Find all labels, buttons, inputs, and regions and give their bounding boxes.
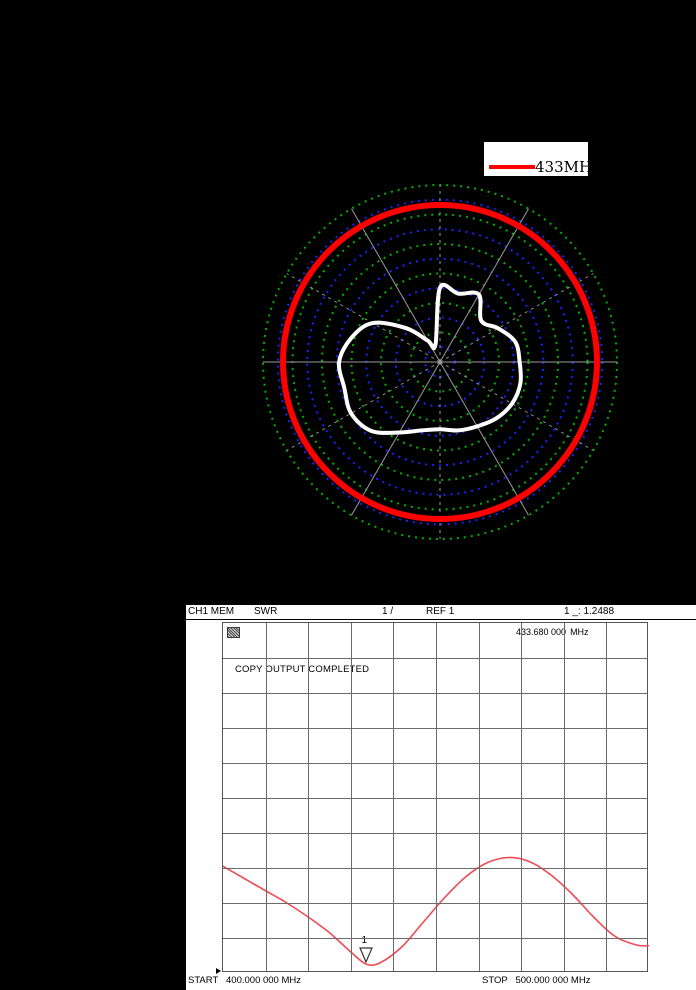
sweep-start-value: 400.000 000 MHz [226, 975, 302, 986]
graticule-vertical-line [393, 623, 394, 971]
graticule-vertical-line [564, 623, 565, 971]
vna-display-panel: CH1 MEM SWR 1 / REF 1 1 _: 1.2488 COPY O… [186, 605, 696, 990]
graticule-vertical-line [266, 623, 267, 971]
vna-header-bar: CH1 MEM SWR 1 / REF 1 1 _: 1.2488 [186, 605, 696, 620]
vna-scale-per-div-label: 1 / [382, 606, 394, 617]
graticule-vertical-line [521, 623, 522, 971]
vna-graticule: COPY OUTPUT COMPLETED 433.680 000 MHz 1 [222, 622, 649, 972]
legend-entry: 433MHz [485, 157, 600, 177]
measured-pattern-trace [336, 282, 523, 435]
graticule-horizontal-line [223, 693, 647, 694]
vna-format-label: SWR [254, 606, 278, 617]
vna-marker-value-readout: 1 _: 1.2488 [564, 606, 615, 617]
vna-marker-frequency-value: 433.680 000 [516, 627, 567, 637]
graticule-vertical-line [479, 623, 480, 971]
sweep-stop-readout: STOP 500.000 000 MHz [482, 975, 590, 986]
vna-marker-frequency-readout: 433.680 000 MHz [516, 627, 589, 637]
graticule-vertical-line [606, 623, 607, 971]
sweep-stop-label: STOP [482, 975, 508, 986]
polar-plot-canvas [262, 184, 618, 540]
graticule-horizontal-line [223, 868, 647, 869]
graticule-vertical-line [308, 623, 309, 971]
graticule-vertical-line [351, 623, 352, 971]
graticule-horizontal-line [223, 728, 647, 729]
sweep-start-tick-icon [216, 968, 221, 974]
sweep-start-label: START [188, 975, 219, 986]
vna-reference-label: REF 1 [426, 606, 455, 617]
vna-channel-label: CH1 MEM [188, 606, 235, 617]
dithered-square-icon [227, 627, 240, 638]
vna-header-divider [186, 619, 696, 620]
graticule-horizontal-line [223, 658, 647, 659]
graticule-vertical-line [436, 623, 437, 971]
graticule-horizontal-line [223, 903, 647, 904]
vna-status-message: COPY OUTPUT COMPLETED [235, 664, 370, 675]
graticule-horizontal-line [223, 938, 647, 939]
sweep-start-readout: START 400.000 000 MHz [188, 975, 301, 986]
vna-marker-frequency-unit: MHz [570, 627, 589, 637]
legend-label-433mhz: 433MHz [535, 157, 600, 176]
graticule-horizontal-line [223, 763, 647, 764]
sweep-stop-value: 500.000 000 MHz [515, 975, 591, 986]
reference-circle-trace [280, 202, 600, 522]
graticule-horizontal-line [223, 833, 647, 834]
vna-footer-bar: START 400.000 000 MHz STOP 500.000 000 M… [186, 968, 696, 989]
vna-marker-1-flag[interactable]: 1 [357, 935, 375, 964]
legend-color-swatch-433mhz [489, 165, 535, 169]
polar-grid-spokes [263, 185, 617, 539]
legend: 433MHz [484, 142, 600, 177]
marker-triangle-icon [359, 947, 374, 964]
polar-plot-panel: 433MHz [262, 142, 618, 540]
vna-marker-1-number: 1 [361, 935, 368, 947]
graticule-horizontal-line [223, 798, 647, 799]
